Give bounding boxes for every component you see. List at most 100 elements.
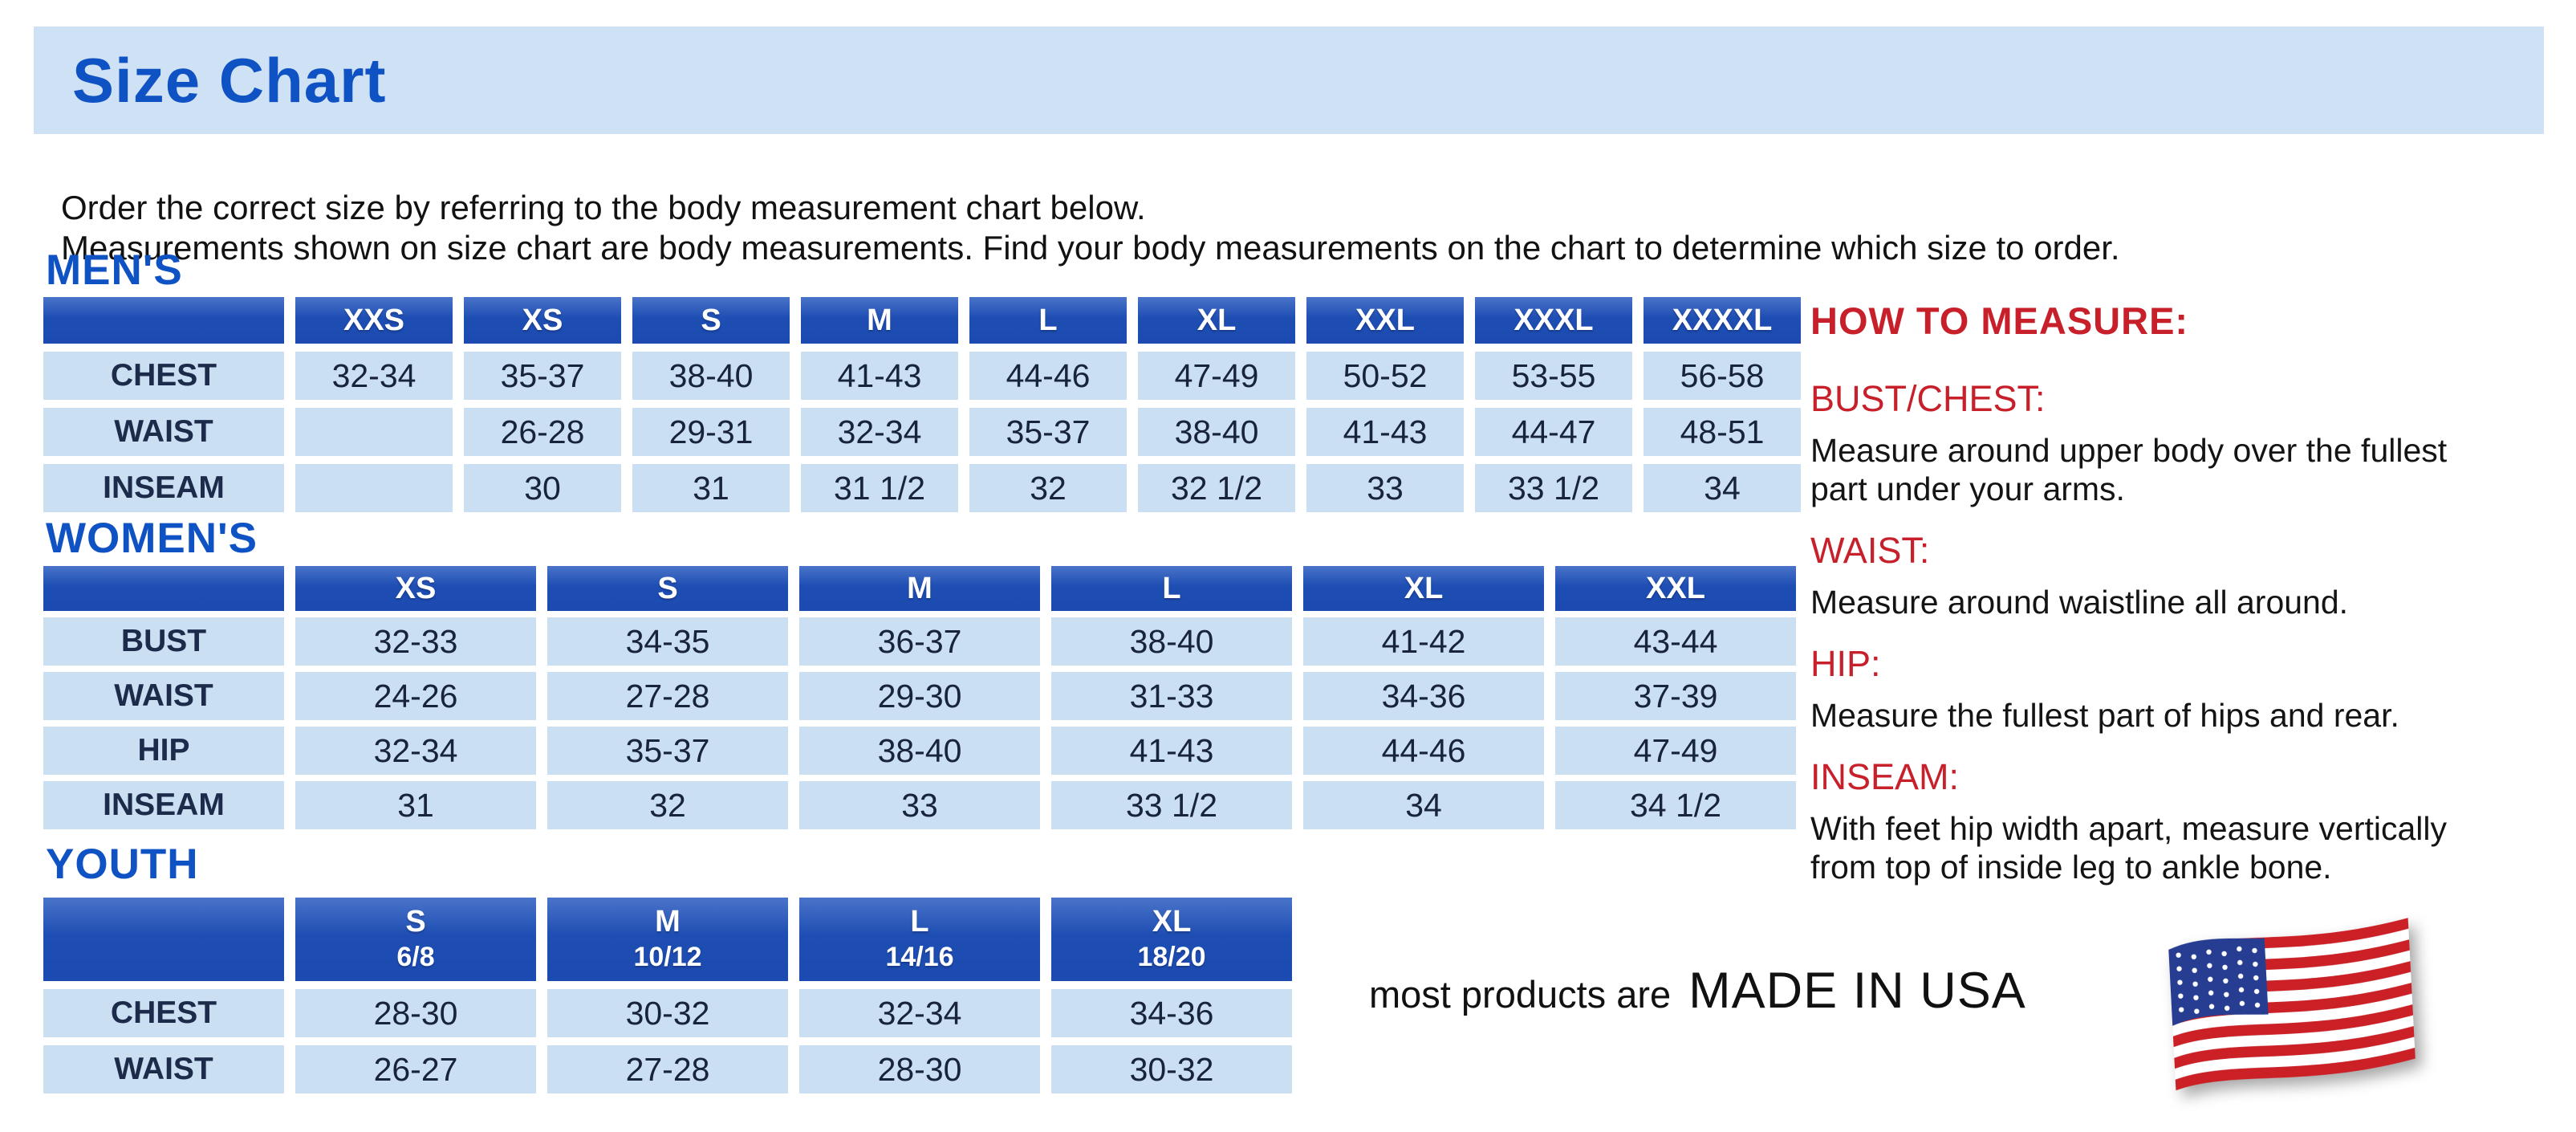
womens-size-table: XS S M L XL XXL BUST 32-33 34-35 36-37 38-40 41-42 4… xyxy=(43,566,1796,829)
value-cell: 34 1/2 xyxy=(1555,781,1796,829)
section-heading-mens: MEN'S xyxy=(46,246,183,294)
how-to-measure-heading: HOW TO MEASURE: xyxy=(1810,299,2189,342)
us-flag-icon xyxy=(2168,918,2416,1091)
column-header-cell: L xyxy=(1051,566,1292,611)
value-cell: 47-49 xyxy=(1138,352,1295,400)
table-corner-cell xyxy=(43,898,284,981)
value-cell: 28-30 xyxy=(799,1045,1040,1093)
value-cell: 33 xyxy=(799,781,1040,829)
column-header-cell: XXXL xyxy=(1475,297,1632,344)
value-cell: 32-33 xyxy=(295,617,536,666)
column-header-cell: S xyxy=(547,566,788,611)
row-label-cell: WAIST xyxy=(43,672,284,720)
column-header-cell: XL xyxy=(1303,566,1544,611)
value-cell: 38-40 xyxy=(1138,408,1295,456)
column-header-cell: M xyxy=(801,297,958,344)
value-cell: 41-43 xyxy=(801,352,958,400)
section-heading-womens: WOMEN'S xyxy=(46,515,258,562)
row-label-cell: INSEAM xyxy=(43,781,284,829)
value-cell: 32-34 xyxy=(295,727,536,775)
value-cell: 30-32 xyxy=(547,989,788,1037)
value-cell: 38-40 xyxy=(632,352,790,400)
column-header-cell: S 6/8 xyxy=(295,898,536,981)
value-cell xyxy=(295,464,453,512)
measure-item-label: BUST/CHEST: xyxy=(1810,378,2046,419)
value-cell: 47-49 xyxy=(1555,727,1796,775)
measure-item-label: WAIST: xyxy=(1810,530,1930,571)
intro-line-2: Measurements shown on size chart are bod… xyxy=(61,229,2120,267)
value-cell: 26-28 xyxy=(464,408,621,456)
measure-item-text: Measure the fullest part of hips and rea… xyxy=(1810,697,2399,734)
row-label-cell: INSEAM xyxy=(43,464,284,512)
value-cell: 32 1/2 xyxy=(1138,464,1295,512)
measure-item-text: With feet hip width apart, measure verti… xyxy=(1810,810,2447,886)
column-header-cell: XXL xyxy=(1555,566,1796,611)
value-cell: 43-44 xyxy=(1555,617,1796,666)
measure-item-text: Measure around upper body over the fulle… xyxy=(1810,432,2448,507)
value-cell xyxy=(295,408,453,456)
value-cell: 41-43 xyxy=(1051,727,1292,775)
column-header-cell: XXL xyxy=(1306,297,1464,344)
value-cell: 34 xyxy=(1644,464,1801,512)
value-cell: 31 xyxy=(632,464,790,512)
value-cell: 53-55 xyxy=(1475,352,1632,400)
value-cell: 48-51 xyxy=(1644,408,1801,456)
value-cell: 38-40 xyxy=(1051,617,1292,666)
value-cell: 34-35 xyxy=(547,617,788,666)
footer-prefix-text: most products are xyxy=(1369,973,1672,1016)
value-cell: 33 xyxy=(1306,464,1464,512)
value-cell: 44-47 xyxy=(1475,408,1632,456)
value-cell: 32-34 xyxy=(799,989,1040,1037)
row-label-cell: WAIST xyxy=(43,408,284,456)
column-header-cell: L xyxy=(969,297,1127,344)
measure-item-label: INSEAM: xyxy=(1810,756,1960,797)
section-heading-youth: YOUTH xyxy=(46,841,199,888)
column-header-cell: S xyxy=(632,297,790,344)
value-cell: 29-31 xyxy=(632,408,790,456)
intro-text: Order the correct size by referring to t… xyxy=(61,188,2120,268)
column-header-cell: L 14/16 xyxy=(799,898,1040,981)
made-in-usa-text: MADE IN USA xyxy=(1688,963,2026,1019)
value-cell: 41-42 xyxy=(1303,617,1544,666)
value-cell: 44-46 xyxy=(1303,727,1544,775)
row-label-cell: CHEST xyxy=(43,352,284,400)
value-cell: 36-37 xyxy=(799,617,1040,666)
how-to-measure-items: BUST/CHEST: Measure around upper body ove… xyxy=(1810,378,2533,886)
value-cell: 31 xyxy=(295,781,536,829)
column-header-cell: XL xyxy=(1138,297,1295,344)
value-cell: 41-43 xyxy=(1306,408,1464,456)
value-cell: 27-28 xyxy=(547,1045,788,1093)
table-corner-cell xyxy=(43,297,284,344)
value-cell: 56-58 xyxy=(1644,352,1801,400)
value-cell: 26-27 xyxy=(295,1045,536,1093)
column-header-cell: M 10/12 xyxy=(547,898,788,981)
table-corner-cell xyxy=(43,566,284,611)
mens-size-table: XXS XS S M L XL XXL XXXL XXXXL CHEST 32-34 35-37 38-… xyxy=(43,297,1801,512)
value-cell: 28-30 xyxy=(295,989,536,1037)
title-banner: Size Chart xyxy=(34,26,2544,134)
column-header-cell: XXXXL xyxy=(1644,297,1801,344)
value-cell: 34-36 xyxy=(1051,989,1292,1037)
column-header-cell: XXS xyxy=(295,297,453,344)
value-cell: 32 xyxy=(969,464,1127,512)
value-cell: 37-39 xyxy=(1555,672,1796,720)
page-title: Size Chart xyxy=(72,44,387,116)
value-cell: 38-40 xyxy=(799,727,1040,775)
row-label-cell: WAIST xyxy=(43,1045,284,1093)
value-cell: 33 1/2 xyxy=(1475,464,1632,512)
value-cell: 32-34 xyxy=(295,352,453,400)
value-cell: 50-52 xyxy=(1306,352,1464,400)
column-header-cell: M xyxy=(799,566,1040,611)
value-cell: 30-32 xyxy=(1051,1045,1292,1093)
column-header-cell: XS xyxy=(295,566,536,611)
value-cell: 34 xyxy=(1303,781,1544,829)
youth-size-table: S 6/8 M 10/12 L 14/16 XL 18/20 CHEST 28-30 30-32 32… xyxy=(43,898,1292,1093)
value-cell: 29-30 xyxy=(799,672,1040,720)
row-label-cell: BUST xyxy=(43,617,284,666)
column-header-cell: XS xyxy=(464,297,621,344)
value-cell: 44-46 xyxy=(969,352,1127,400)
intro-line-1: Order the correct size by referring to t… xyxy=(61,189,1146,226)
column-header-cell: XL 18/20 xyxy=(1051,898,1292,981)
value-cell: 32 xyxy=(547,781,788,829)
